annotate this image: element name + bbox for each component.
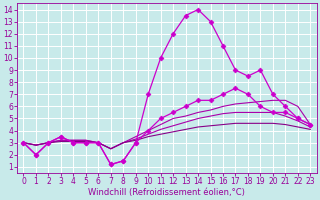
- X-axis label: Windchill (Refroidissement éolien,°C): Windchill (Refroidissement éolien,°C): [88, 188, 245, 197]
